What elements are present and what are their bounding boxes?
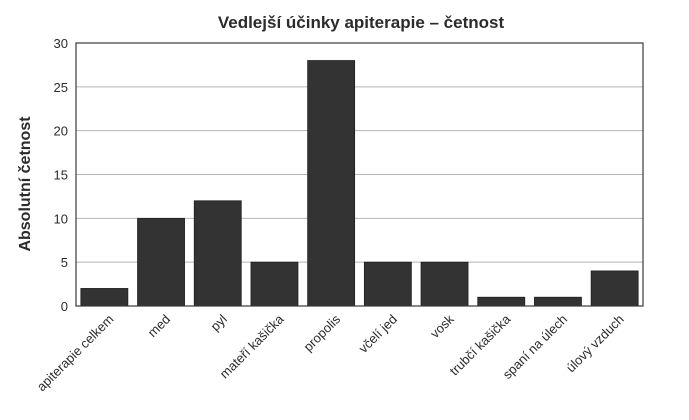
bar [137, 217, 185, 307]
x-tick-label: vosk [427, 311, 457, 341]
y-axis-label: Absolutní četnost [17, 116, 34, 252]
bar [250, 261, 299, 307]
bar [477, 296, 526, 307]
bar [80, 288, 129, 307]
x-tick-label: med [145, 312, 173, 340]
y-tick-label: 20 [54, 124, 68, 139]
y-tick-label: 15 [54, 168, 68, 183]
x-tick-label: úlový vzduch [563, 312, 627, 376]
y-axis-ticks: 0 5 10 15 20 25 30 [54, 36, 68, 314]
bar [420, 261, 469, 307]
bar [363, 261, 412, 307]
plot-area [75, 42, 644, 307]
x-tick-label: propolis [300, 311, 343, 354]
bars [80, 60, 639, 307]
y-tick-label: 25 [54, 80, 68, 95]
y-tick-label: 10 [54, 211, 68, 226]
bar [590, 270, 639, 307]
bar [307, 60, 356, 307]
y-tick-label: 0 [61, 299, 68, 314]
chart-title: Vedlejší účinky apiterapie – četnost [218, 13, 505, 32]
bar [534, 296, 582, 307]
bar [193, 200, 242, 307]
y-tick-label: 5 [61, 255, 68, 270]
x-tick-label: apiterapie celkem [34, 312, 117, 395]
x-tick-label: pyl [208, 311, 230, 333]
y-tick-label: 30 [54, 36, 68, 51]
x-tick-label: včelí jed [356, 312, 400, 356]
